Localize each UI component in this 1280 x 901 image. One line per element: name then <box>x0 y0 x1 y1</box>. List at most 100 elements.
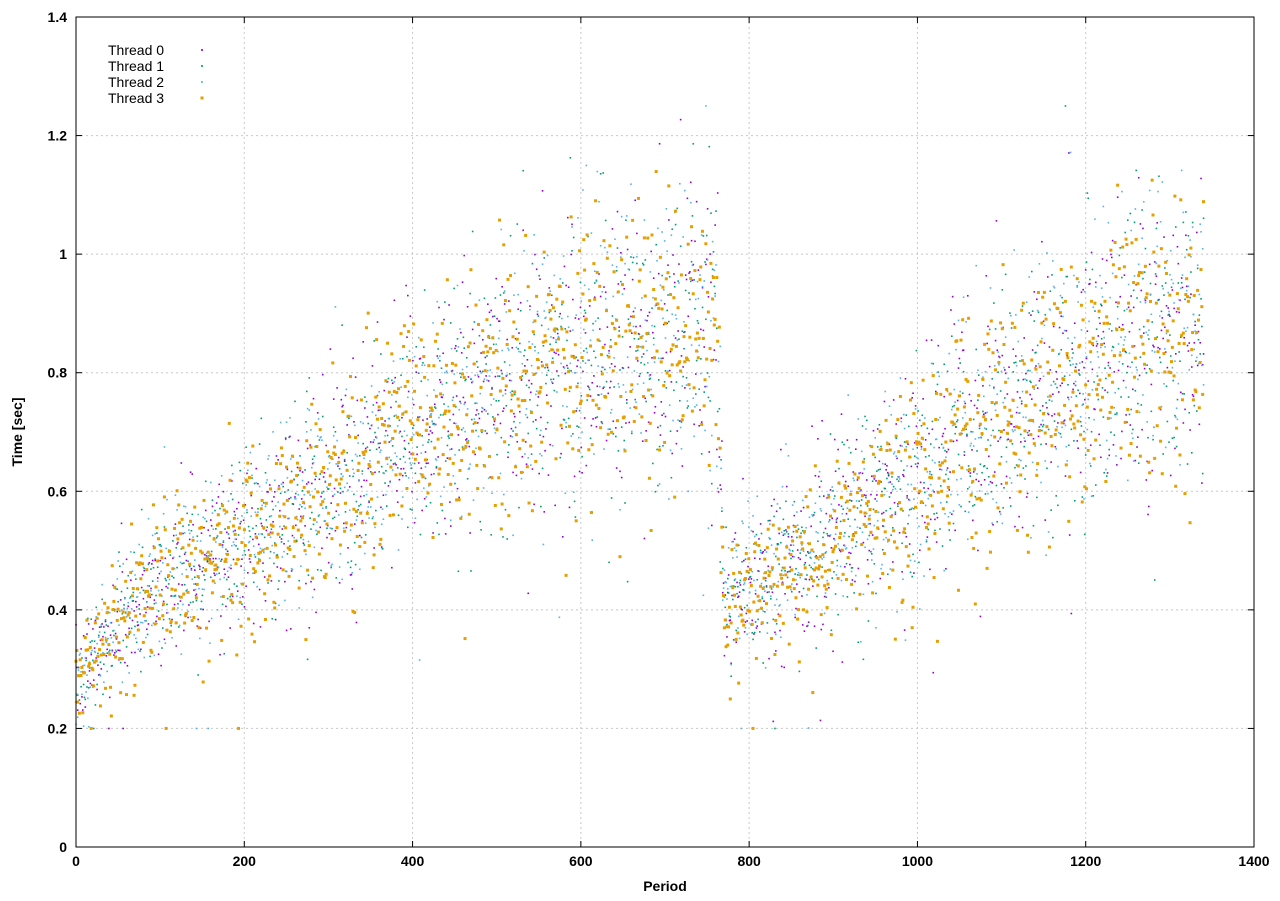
data-point <box>303 544 305 546</box>
data-point <box>363 541 366 544</box>
data-point <box>598 201 600 203</box>
data-point <box>1041 241 1043 243</box>
data-point <box>493 418 496 421</box>
data-point <box>286 499 289 502</box>
data-point <box>607 433 610 436</box>
data-point <box>478 376 480 378</box>
data-point <box>868 583 870 585</box>
data-point <box>502 536 504 538</box>
data-point <box>936 541 938 543</box>
data-point <box>964 511 966 513</box>
data-point <box>1145 248 1147 250</box>
data-point <box>591 232 593 234</box>
data-point <box>233 541 235 543</box>
data-point <box>1174 448 1176 450</box>
data-point <box>271 515 273 517</box>
data-point <box>978 480 980 482</box>
data-point <box>378 471 380 473</box>
data-point <box>666 208 668 210</box>
data-point <box>372 518 374 520</box>
data-point <box>403 324 406 327</box>
data-point <box>1128 396 1130 398</box>
data-point <box>1186 249 1188 251</box>
data-point <box>446 382 448 384</box>
data-point <box>359 568 361 570</box>
data-point <box>1116 414 1118 416</box>
data-point <box>991 491 993 493</box>
data-point <box>1117 318 1119 320</box>
data-point <box>182 533 184 535</box>
data-point <box>132 587 135 590</box>
data-point <box>751 578 753 580</box>
data-point <box>88 662 91 665</box>
data-point <box>511 390 513 392</box>
data-point <box>366 401 368 403</box>
data-point <box>357 462 360 465</box>
data-point <box>421 435 423 437</box>
data-point <box>1084 399 1086 401</box>
data-point <box>222 546 224 548</box>
data-point <box>257 508 259 510</box>
data-point <box>215 528 217 530</box>
data-point <box>719 447 722 450</box>
data-point <box>757 544 760 547</box>
data-point <box>901 571 903 573</box>
data-point <box>124 580 127 583</box>
data-point <box>884 463 886 465</box>
data-point <box>258 559 261 562</box>
data-point <box>938 419 940 421</box>
data-point <box>854 581 856 583</box>
data-point <box>611 409 613 411</box>
data-point <box>580 366 582 368</box>
data-point <box>796 537 798 539</box>
data-point <box>298 508 300 510</box>
data-point <box>1061 426 1063 428</box>
data-point <box>584 417 586 419</box>
data-point <box>927 471 929 473</box>
data-point <box>181 653 183 655</box>
data-point <box>542 263 544 265</box>
data-point <box>868 550 870 552</box>
data-point <box>411 436 413 438</box>
data-point <box>748 610 751 613</box>
data-point <box>629 390 632 393</box>
data-point <box>1021 403 1023 405</box>
data-point <box>278 485 280 487</box>
data-point <box>245 554 247 556</box>
data-point <box>716 466 718 468</box>
data-point <box>629 346 631 348</box>
data-point <box>482 407 484 409</box>
data-point <box>1059 327 1061 329</box>
data-point <box>828 569 831 572</box>
data-point <box>814 512 816 514</box>
data-point <box>130 579 132 581</box>
data-point <box>872 534 874 536</box>
data-point <box>118 551 120 553</box>
data-point <box>255 533 257 535</box>
data-point <box>165 727 168 730</box>
data-point <box>765 580 767 582</box>
data-point <box>1095 286 1097 288</box>
data-point <box>745 627 747 629</box>
data-point <box>519 376 522 379</box>
data-point <box>769 585 772 588</box>
data-point <box>332 495 334 497</box>
data-point <box>89 646 92 649</box>
data-point <box>176 489 179 492</box>
data-point <box>1014 467 1016 469</box>
data-point <box>872 453 875 456</box>
data-point <box>610 431 613 434</box>
data-point <box>303 539 305 541</box>
data-point <box>264 618 267 621</box>
data-point <box>157 577 159 579</box>
data-point <box>622 336 624 338</box>
data-point <box>592 418 594 420</box>
data-point <box>250 515 252 517</box>
data-point <box>243 519 245 521</box>
data-point <box>739 638 741 640</box>
data-point <box>894 451 896 453</box>
data-point <box>138 649 140 651</box>
data-point <box>841 580 843 582</box>
data-point <box>643 264 645 266</box>
data-point <box>951 335 953 337</box>
